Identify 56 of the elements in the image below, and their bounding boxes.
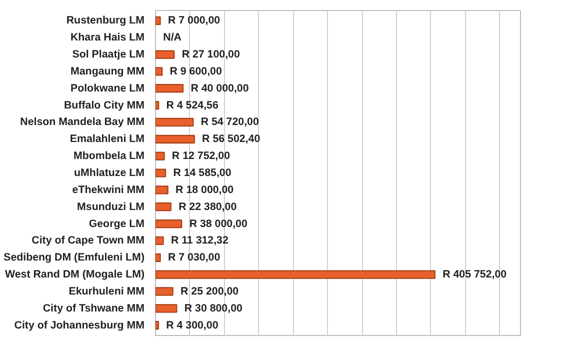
y-tick-label: City of Cape Town MM [32,234,145,247]
data-label: R 38 000,00 [189,218,248,230]
y-tick-label: Nelson Mandela Bay MM [20,116,145,128]
data-label: R 30 800,00 [184,302,242,314]
y-tick-label: Emalahleni LM [70,133,145,146]
y-tick-label: uMhlatuze LM [74,167,145,179]
y-tick-label: West Rand DM (Mogale LM) [4,268,145,281]
data-label: R 22 380,00 [178,200,237,213]
y-tick-label: Khara Hais LM [70,32,145,44]
bar [156,118,194,127]
data-label: R 7 000,00 [168,14,220,27]
bar [156,219,182,228]
data-label: R 12 752,00 [172,150,230,162]
y-tick-label: Ekurhuleni MM [68,285,145,298]
bar [156,253,161,262]
data-label: R 40 000,00 [190,82,249,94]
bar [156,50,175,59]
y-tick-label: City of Tshwane MM [42,302,145,314]
y-tick-label: Buffalo City MM [64,99,145,112]
bar [156,287,174,296]
y-tick-label: Mangaung MM [70,65,145,78]
bar [156,67,163,76]
bar [156,134,195,144]
data-label: R 56 502,40 [202,133,260,146]
data-label: R 14 585,00 [173,167,232,179]
y-tick-label: Sedibeng DM (Emfuleni LM) [4,252,145,264]
data-label: R 54 720,00 [200,116,259,128]
data-label: R 7 030,00 [168,252,220,264]
y-tick-label: eThekwini MM [72,184,145,196]
data-label: R 405 752,00 [442,268,507,281]
data-label: R 4 300,00 [166,319,218,332]
bar [156,186,168,194]
data-label: R 9 600,00 [170,65,222,78]
bar [156,168,166,178]
data-label: R 18 000,00 [176,184,234,196]
data-label: R 4 524,56 [166,99,218,112]
bar [156,84,184,93]
data-label: R 11 312,32 [170,234,228,247]
bar [156,100,160,110]
bar [156,16,161,25]
y-tick-label: Msunduzi LM [77,200,145,213]
data-label: R 25 200,00 [180,285,239,298]
bar [156,236,164,246]
bar [156,202,172,212]
bar [156,270,436,279]
y-tick-label: Polokwane LM [70,82,145,94]
text: N/A [163,32,182,44]
y-tick-label: Rustenburg LM [66,14,145,27]
data-label: R 27 100,00 [182,48,240,61]
y-tick-label: Sol Plaatje LM [72,48,145,61]
bar [156,152,165,160]
bar [156,304,178,313]
bar [156,321,159,330]
y-tick-label: George LM [88,218,145,230]
y-tick-label: Mbombela LM [73,150,145,162]
y-tick-label: City of Johannesburg MM [14,319,145,332]
